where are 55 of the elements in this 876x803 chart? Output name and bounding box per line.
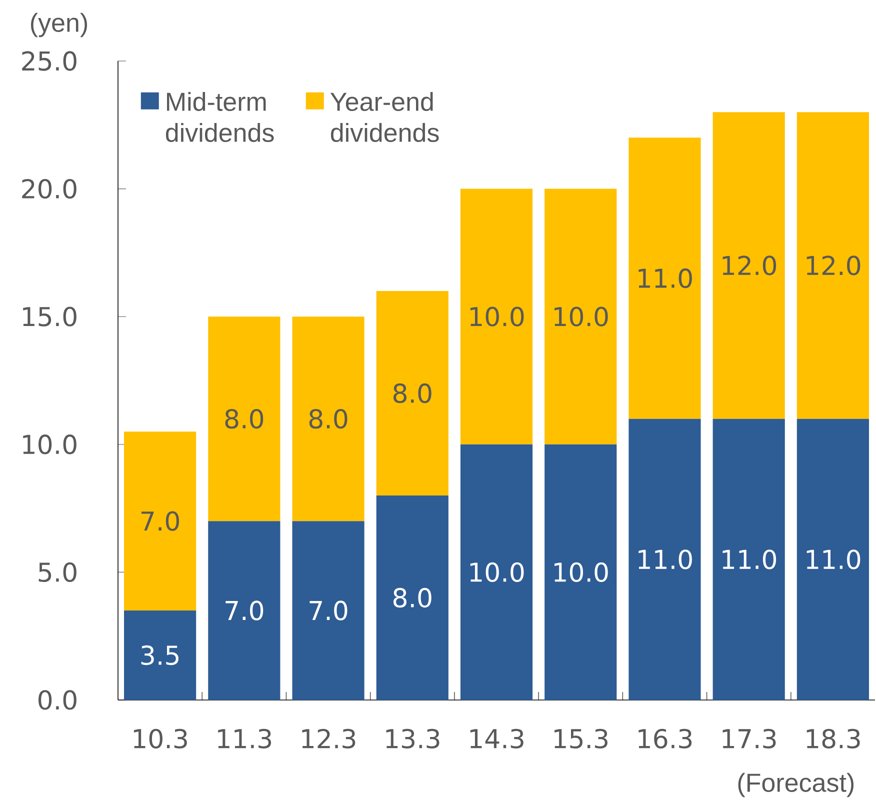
data-label: 11.0 [722, 550, 776, 570]
data-label: 10.0 [554, 562, 608, 582]
bar [796, 418, 869, 700]
data-label: 11.0 [806, 550, 860, 570]
legend-label: Mid-term dividends [166, 92, 274, 142]
x-tick-label: 11.3 [218, 728, 272, 749]
data-label: 10.0 [470, 306, 524, 326]
data-label: 8.0 [393, 588, 432, 608]
data-label: 12.0 [722, 256, 776, 276]
bar [628, 418, 701, 700]
bar [208, 521, 280, 700]
bar [544, 444, 617, 700]
x-tick-label: 14.3 [470, 728, 524, 749]
legend-label: Year-end dividends [330, 92, 439, 142]
data-label: 7.0 [142, 511, 180, 531]
y-tick-label: 10.0 [23, 434, 76, 454]
x-tick-label: 15.3 [554, 728, 608, 749]
y-tick-label: 25.0 [22, 51, 76, 71]
bar [376, 291, 448, 496]
bar [460, 188, 533, 444]
data-label: 10.0 [554, 306, 608, 326]
bar [124, 610, 196, 700]
bar [544, 188, 617, 444]
x-tick-label: 16.3 [638, 728, 692, 749]
y-tick-label: 5.0 [38, 562, 76, 582]
data-label: 8.0 [309, 408, 348, 429]
y-axis-title: (yen) [31, 12, 87, 38]
bar [376, 496, 448, 700]
data-label: 12.0 [806, 256, 860, 276]
x-tick-label: 17.3 [722, 728, 776, 749]
data-label: 8.0 [393, 383, 432, 404]
text: (Forecast) [738, 772, 854, 798]
bar [208, 316, 280, 522]
bar [628, 138, 701, 419]
x-tick-label: 12.3 [302, 728, 356, 749]
data-label: 8.0 [225, 408, 264, 429]
data-label: 10.0 [470, 562, 524, 582]
data-label: 3.5 [141, 645, 178, 666]
bar [712, 418, 785, 700]
bar [460, 444, 533, 700]
y-tick-label: 20.0 [22, 178, 76, 199]
y-tick-label: 15.0 [23, 306, 76, 326]
x-tick-label: 18.3 [806, 728, 860, 749]
bar [124, 432, 196, 611]
data-label: 7.0 [226, 600, 264, 620]
bar [292, 316, 364, 522]
bar [712, 112, 785, 419]
x-tick-label: 10.3 [134, 728, 187, 749]
data-label: 7.0 [310, 600, 348, 620]
y-tick-label: 0.0 [38, 690, 76, 710]
data-label: 11.0 [638, 268, 692, 288]
x-tick-label: 13.3 [386, 728, 440, 749]
data-label: 11.0 [638, 550, 692, 570]
bar [796, 112, 869, 419]
bar [292, 521, 364, 700]
